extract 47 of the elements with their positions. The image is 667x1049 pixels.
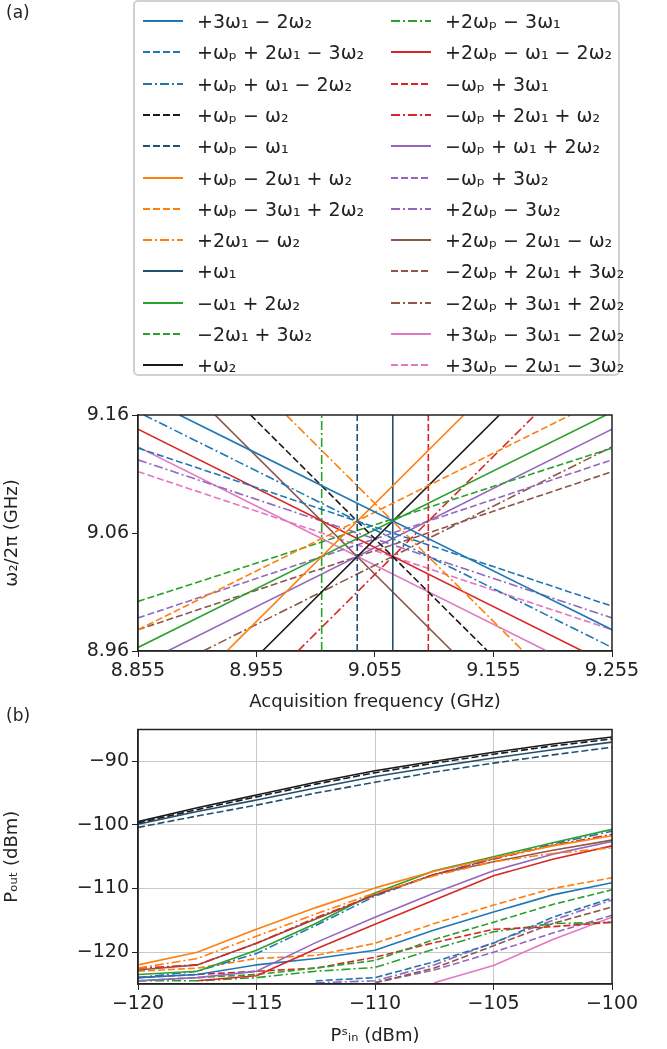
y-tick-label: −100 <box>76 811 129 834</box>
legend-label: +ω₁ <box>197 260 237 283</box>
legend-label: +2ωₚ − 3ω₂ <box>445 197 561 220</box>
y-tick-label: −110 <box>76 875 129 898</box>
x-tick-label: 8.955 <box>229 658 284 681</box>
y-tick-label: 9.06 <box>86 519 129 542</box>
text: (a) <box>6 2 30 22</box>
y-tick-label: −120 <box>76 939 129 962</box>
legend-label: +ωₚ − ω₁ <box>197 135 289 158</box>
x-tick-label: −115 <box>230 991 283 1014</box>
x-tick-label: −105 <box>467 991 520 1014</box>
legend-label: −ω₁ + 2ω₂ <box>197 291 301 314</box>
y-axis-title: Pₒᵤₜ (dBm) <box>0 810 22 903</box>
legend-label: +ωₚ − 3ω₁ + 2ω₂ <box>197 197 365 220</box>
y-axis-title: ω₂/2π (GHz) <box>0 479 22 587</box>
legend-label: −2ωₚ + 3ω₁ + 2ω₂ <box>445 291 625 314</box>
legend-label: +ω₂ <box>197 354 237 377</box>
legend-label: +3ωₚ − 3ω₁ − 2ω₂ <box>445 323 625 345</box>
legend-label: +ωₚ − ω₂ <box>197 103 289 126</box>
legend-label: +ωₚ + ω₁ − 2ω₂ <box>197 72 353 95</box>
legend-label: −ωₚ + 2ω₁ + ω₂ <box>445 103 601 126</box>
x-tick-label: −120 <box>111 991 165 1014</box>
y-tick-label: −90 <box>88 748 129 771</box>
legend-label: +ωₚ + 2ω₁ − 3ω₂ <box>197 41 365 64</box>
x-tick-label: 9.055 <box>347 658 403 681</box>
x-tick-label: 8.855 <box>110 658 166 681</box>
x-tick-label: 9.155 <box>466 658 521 681</box>
legend-label: +3ω₁ − 2ω₂ <box>197 10 313 32</box>
legend-label: +ωₚ − 2ω₁ + ω₂ <box>197 166 353 189</box>
y-tick-label: 8.96 <box>86 637 129 660</box>
text: (b) <box>6 705 31 725</box>
legend-label: +2ωₚ − 2ω₁ − ω₂ <box>445 229 613 252</box>
x-axis-title: Pˢᵢₙ (dBm) <box>330 1023 420 1045</box>
legend-label: −ωₚ + 3ω₂ <box>445 166 549 189</box>
legend-label: +2ω₁ − ω₂ <box>197 229 301 252</box>
x-tick-label: 9.255 <box>584 658 640 681</box>
legend-label: +2ωₚ − ω₁ − 2ω₂ <box>445 41 613 64</box>
x-axis-title: Acquisition frequency (GHz) <box>249 689 501 711</box>
legend-label: +2ωₚ − 3ω₁ <box>445 10 561 32</box>
legend-label: −ωₚ + ω₁ + 2ω₂ <box>445 135 601 158</box>
legend-label: −2ωₚ + 2ω₁ + 3ω₂ <box>445 260 625 283</box>
legend-label: −ωₚ + 3ω₁ <box>445 72 549 95</box>
legend-label: −2ω₁ + 3ω₂ <box>197 323 313 345</box>
y-tick-label: 9.16 <box>86 401 129 424</box>
x-tick-label: −110 <box>348 991 402 1014</box>
x-tick-label: −100 <box>585 991 639 1014</box>
legend-label: +3ωₚ − 2ω₁ − 3ω₂ <box>445 354 625 377</box>
